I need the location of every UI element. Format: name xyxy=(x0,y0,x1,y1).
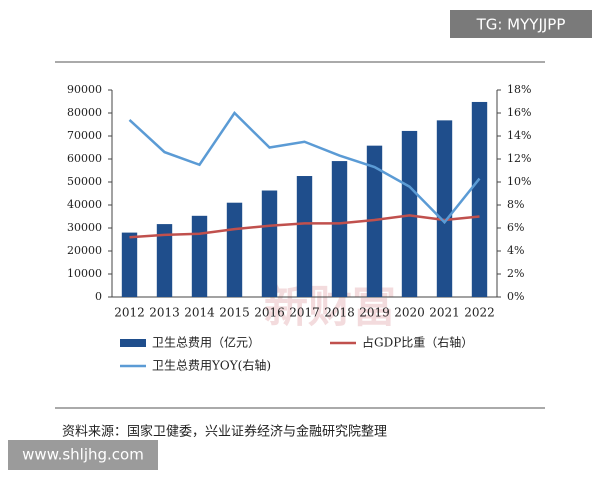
y2-tick-label: 0% xyxy=(507,290,524,303)
bar xyxy=(156,224,173,297)
line xyxy=(128,111,481,225)
x-tick-label: 2017 xyxy=(289,306,320,320)
y2-tick-label: 10% xyxy=(507,175,531,188)
x-tick-label: 2012 xyxy=(114,306,145,320)
x-tick-label: 2015 xyxy=(219,306,250,320)
y2-tick-label: 14% xyxy=(507,129,531,142)
bar xyxy=(191,215,208,297)
bar xyxy=(401,130,418,297)
bar xyxy=(471,101,488,298)
bar xyxy=(226,202,243,297)
y-tick-label: 90000 xyxy=(67,83,102,96)
x-tick-label: 2020 xyxy=(394,306,425,320)
x-tick-label: 2018 xyxy=(324,306,355,320)
y-tick-label: 70000 xyxy=(67,129,102,142)
y-tick-label: 0 xyxy=(95,290,102,303)
tag-box xyxy=(450,10,592,38)
y2-tick-label: 4% xyxy=(507,244,524,257)
y-tick-label: 50000 xyxy=(67,175,102,188)
y-tick-label: 20000 xyxy=(67,244,102,257)
legend-swatch xyxy=(120,339,146,347)
url-watermark: www.shljhg.com xyxy=(22,446,144,464)
legend-label: 卫生总费用YOY(右轴) xyxy=(152,358,271,373)
y2-tick-label: 6% xyxy=(507,221,524,234)
legend-label: 占GDP比重（右轴） xyxy=(362,335,473,350)
bar xyxy=(261,190,278,297)
bar xyxy=(331,161,348,297)
x-tick-label: 2022 xyxy=(464,306,495,320)
legend-label: 卫生总费用（亿元） xyxy=(152,335,260,350)
y2-tick-label: 8% xyxy=(507,198,524,211)
tag: TG: MYYJJPP xyxy=(476,16,566,34)
y2-tick-label: 18% xyxy=(507,83,531,96)
x-tick-label: 2021 xyxy=(429,306,460,320)
bar xyxy=(296,176,313,297)
y-tick-label: 60000 xyxy=(67,152,102,165)
x-tick-label: 2013 xyxy=(149,306,180,320)
y-tick-label: 30000 xyxy=(67,221,102,234)
source: 资料来源：国家卫健委，兴业证券经济与金融研究院整理 xyxy=(62,424,387,440)
x-tick-label: 2019 xyxy=(359,306,390,320)
y-tick-label: 10000 xyxy=(67,267,102,280)
bar xyxy=(436,120,453,297)
y2-tick-label: 2% xyxy=(507,267,524,280)
y2-tick-label: 16% xyxy=(507,106,531,119)
url-box xyxy=(8,440,158,470)
line xyxy=(129,214,480,239)
y-tick-label: 40000 xyxy=(67,198,102,211)
x-tick-label: 2016 xyxy=(254,306,285,320)
y-tick-label: 80000 xyxy=(67,106,102,119)
x-tick-label: 2014 xyxy=(184,306,215,320)
bar xyxy=(121,232,138,297)
y2-tick-label: 12% xyxy=(507,152,531,165)
bar xyxy=(366,145,383,297)
